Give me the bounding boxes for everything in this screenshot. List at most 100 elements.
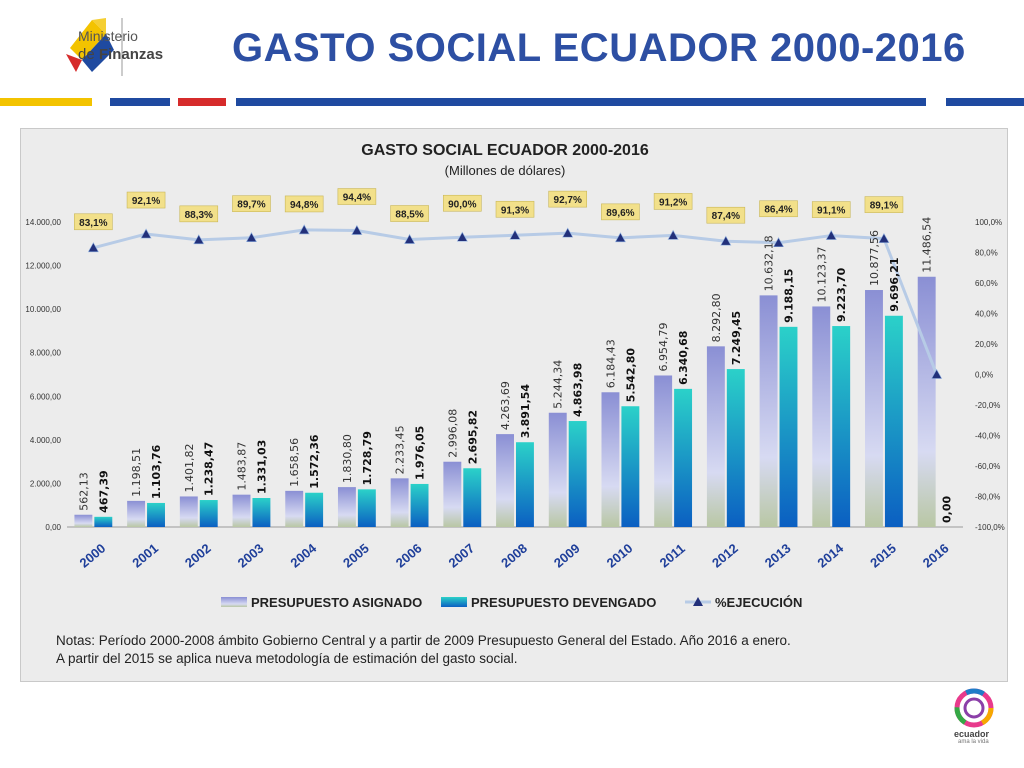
page-title: GASTO SOCIAL ECUADOR 2000-2016 xyxy=(232,26,966,70)
ministerio-logo-icon xyxy=(66,18,123,76)
data-label-box xyxy=(232,195,271,213)
x-tick-label: 2002 xyxy=(182,541,214,571)
marker-ejecucion xyxy=(193,234,205,245)
bar-devengado xyxy=(147,502,165,527)
marker-ejecucion xyxy=(825,229,837,240)
legend-label: %EJECUCIÓN xyxy=(715,595,802,610)
data-label-ejecucion: 89,7% xyxy=(232,195,271,213)
bar-asignado xyxy=(232,494,251,527)
bar-devengado xyxy=(832,326,851,527)
data-label-box xyxy=(653,193,693,210)
marker-ejecucion xyxy=(562,227,574,238)
data-label-ejecucion: 92,1% xyxy=(126,191,166,209)
data-label-asignado: 10.877,56 xyxy=(868,230,881,286)
data-label-devengado: 4.863,98 xyxy=(572,363,585,417)
marker-ejecucion xyxy=(667,229,679,240)
data-label-ejecucion: 88,5% xyxy=(390,205,429,222)
x-tick-label: 2007 xyxy=(446,541,478,571)
line-ejecucion xyxy=(92,228,939,376)
x-tick-label: 2001 xyxy=(129,541,161,571)
data-label-asignado: 5.244,34 xyxy=(552,360,565,409)
data-label-devengado: 9.696,21 xyxy=(888,257,901,311)
x-tick-label: 2016 xyxy=(920,541,952,571)
data-label-ejecucion: 87,4% xyxy=(706,206,746,224)
data-label-devengado: 1.976,05 xyxy=(414,426,427,480)
right-axis-tick-label: 40,0% xyxy=(975,310,998,319)
data-label-ejecucion-text: 87,4% xyxy=(712,211,740,222)
x-tick-label: 2003 xyxy=(235,541,267,571)
x-tick-label: 2004 xyxy=(287,540,319,571)
left-axis-tick-label: 0,00 xyxy=(45,523,61,532)
bar-asignado xyxy=(601,392,620,527)
data-label-asignado: 1.483,87 xyxy=(236,442,249,491)
bar-asignado xyxy=(706,346,725,527)
data-label-ejecucion: 91,2% xyxy=(653,193,693,210)
bar-devengado xyxy=(305,492,324,527)
right-axis-tick-label: 80,0% xyxy=(975,249,998,258)
bar-devengado xyxy=(726,369,745,527)
data-label-ejecucion-text: 89,1% xyxy=(870,201,898,212)
header: Ministerio de Finanzas GASTO SOCIAL ECUA… xyxy=(0,0,1024,92)
data-label-asignado: 2.233,45 xyxy=(394,425,407,474)
marker-ejecucion xyxy=(245,232,257,243)
data-label-box xyxy=(390,205,429,222)
right-axis-tick-label: 0,0% xyxy=(975,371,993,380)
data-label-devengado: 1.238,47 xyxy=(203,442,216,496)
data-label-ejecucion-text: 91,2% xyxy=(659,197,687,208)
bar-devengado xyxy=(674,388,693,527)
data-label-asignado: 6.954,79 xyxy=(657,322,670,371)
left-axis-tick-label: 12.000,00 xyxy=(25,262,61,271)
data-label-ejecucion-text: 89,6% xyxy=(606,208,634,219)
data-label-ejecucion: 83,1% xyxy=(74,213,113,231)
footer-brand: ecuador xyxy=(954,729,990,739)
right-axis-tick-label: 60,0% xyxy=(975,279,998,288)
data-label-asignado: 562,13 xyxy=(77,472,90,511)
data-label-box xyxy=(864,196,904,213)
x-tick-label: 2006 xyxy=(393,541,425,571)
bar-devengado xyxy=(568,421,587,527)
stripe-blue-3 xyxy=(946,98,1024,106)
data-label-ejecucion-text: 89,7% xyxy=(237,200,265,211)
legend-swatch xyxy=(221,597,247,607)
bar-asignado xyxy=(74,514,93,527)
data-label-devengado: 9.223,70 xyxy=(835,267,848,322)
data-label-ejecucion: 86,4% xyxy=(759,200,798,218)
legend-label: PRESUPUESTO ASIGNADO xyxy=(251,595,422,610)
chart-title: GASTO SOCIAL ECUADOR 2000-2016 xyxy=(361,142,649,159)
bar-devengado xyxy=(779,326,798,527)
footer-tagline: ama la vida xyxy=(958,739,989,745)
data-label-box xyxy=(495,200,535,218)
data-label-devengado: 1.331,03 xyxy=(255,440,268,494)
marker-ejecucion xyxy=(456,231,468,242)
bar-asignado xyxy=(285,490,304,527)
logo-text-ministerio: Ministerio xyxy=(78,28,138,44)
bar-devengado xyxy=(252,498,271,527)
marker-ejecucion xyxy=(140,228,152,239)
data-label-asignado: 1.830,80 xyxy=(341,434,354,483)
data-label-ejecucion: 94,4% xyxy=(337,188,377,205)
data-label-asignado: 6.184,43 xyxy=(604,339,617,388)
logo-text-finanzas: de Finanzas xyxy=(78,46,164,63)
data-label-box xyxy=(759,200,798,218)
data-label-asignado: 1.401,82 xyxy=(183,443,196,492)
left-axis-tick-label: 4.000,00 xyxy=(30,436,62,445)
x-tick-label: 2011 xyxy=(657,541,688,571)
data-label-box xyxy=(601,203,640,221)
data-label-devengado: 467,39 xyxy=(97,470,110,512)
bar-asignado xyxy=(812,306,831,527)
left-axis-tick-label: 6.000,00 xyxy=(30,392,62,401)
stripe-blue-2 xyxy=(236,98,926,106)
x-tick-label: 2005 xyxy=(340,541,372,571)
right-axis-tick-label: -80,0% xyxy=(975,493,1000,502)
data-label-devengado: 5.542,80 xyxy=(624,348,637,403)
stripe-yellow xyxy=(0,98,92,106)
bar-asignado xyxy=(654,375,673,527)
left-axis-tick-label: 2.000,00 xyxy=(30,479,62,488)
chart-frame: GASTO SOCIAL ECUADOR 2000-2016 (Millones… xyxy=(20,128,1008,682)
data-label-asignado: 8.292,80 xyxy=(710,293,723,342)
bar-asignado xyxy=(179,496,198,527)
bar-asignado xyxy=(865,290,883,527)
data-label-asignado: 2.996,08 xyxy=(446,409,459,458)
data-label-box xyxy=(337,188,377,205)
right-axis-tick-label: 20,0% xyxy=(975,340,998,349)
